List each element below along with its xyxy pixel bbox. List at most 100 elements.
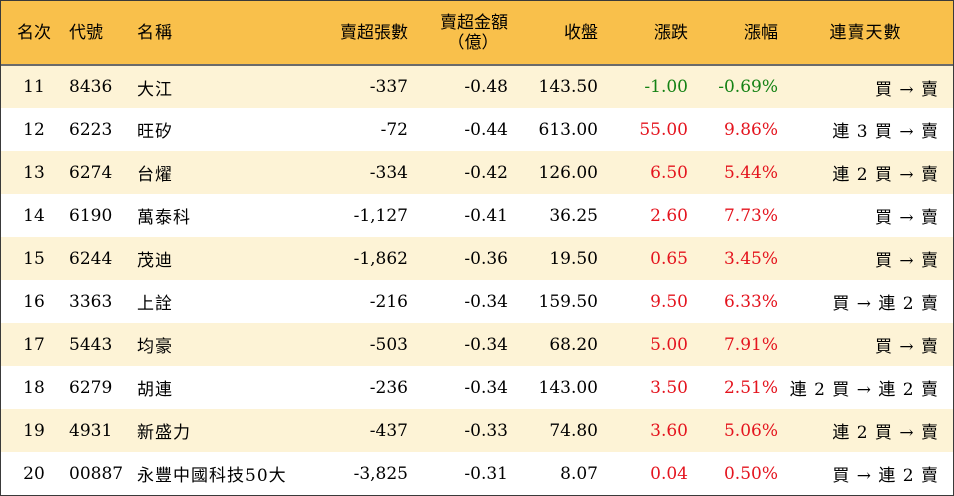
- header-change-pct: 漲幅: [744, 22, 778, 43]
- change-cell: 3.50: [650, 377, 688, 398]
- header-rank: 名次: [17, 22, 51, 43]
- rank-cell: 11: [23, 77, 45, 97]
- change-pct-cell: 5.44%: [723, 162, 778, 183]
- header-net-sell-amount: 賣超金額 （億）: [408, 1, 508, 65]
- sell-streak-cell: 連 2 買 → 賣: [832, 165, 939, 185]
- close-cell: 19.50: [549, 248, 598, 269]
- rank-cell: 20: [23, 463, 45, 484]
- net-sell-amount-cell: -0.41: [464, 205, 508, 226]
- rank-cell: 17: [23, 334, 45, 355]
- net-sell-lots-cell: -437: [369, 420, 408, 441]
- close-cell: 8.07: [560, 463, 598, 484]
- net-sell-amount-cell: -0.34: [464, 377, 508, 398]
- change-cell: 6.50: [650, 162, 688, 183]
- change-pct-cell: 7.73%: [723, 205, 778, 226]
- name-cell: 萬泰科: [137, 208, 191, 228]
- close-cell: 36.25: [549, 205, 598, 226]
- header-net-sell-amount-unit: （億）: [447, 32, 499, 53]
- net-sell-amount-cell: -0.34: [464, 334, 508, 355]
- header-sell-streak: 連賣天數: [829, 22, 902, 43]
- net-sell-amount-cell: -0.34: [464, 291, 508, 312]
- table-header-row: 名次 代號 名稱 賣超張數 賣超金額 （億） 收盤 漲跌 漲幅 連賣天數: [1, 1, 953, 65]
- change-cell: 55.00: [639, 119, 688, 140]
- table-row: 17 5443 均豪 -503 -0.34 68.20 5.00 7.91% 買 → 賣: [1, 323, 953, 366]
- rank-cell: 13: [23, 162, 45, 183]
- change-pct-cell: 6.33%: [723, 291, 778, 312]
- table-row: 19 4931 新盛力 -437 -0.33 74.80 3.60 5.06% 連 2 買 → …: [1, 409, 953, 452]
- name-cell: 胡連: [137, 380, 173, 400]
- table-row: 12 6223 旺矽 -72 -0.44 613.00 55.00 9.86% 連 3 買 → …: [1, 108, 953, 151]
- rank-cell: 19: [23, 420, 45, 441]
- change-cell: 0.65: [650, 248, 688, 269]
- name-cell: 新盛力: [137, 423, 191, 443]
- table-row: 15 6244 茂迪 -1,862 -0.36 19.50 0.65 3.45% 買 → 賣: [1, 237, 953, 280]
- net-sell-amount-cell: -0.36: [464, 248, 508, 269]
- close-cell: 159.50: [538, 291, 598, 312]
- net-sell-lots-cell: -216: [369, 291, 408, 312]
- rank-cell: 16: [23, 291, 45, 312]
- name-cell: 均豪: [137, 337, 173, 357]
- net-sell-lots-cell: -337: [369, 77, 408, 97]
- table-row: 14 6190 萬泰科 -1,127 -0.41 36.25 2.60 7.73% 買 → 賣: [1, 194, 953, 237]
- change-cell: 5.00: [650, 334, 688, 355]
- rank-cell: 14: [23, 205, 45, 226]
- name-cell: 台燿: [137, 165, 173, 185]
- rank-cell: 15: [23, 248, 45, 269]
- close-cell: 126.00: [538, 162, 598, 183]
- sell-streak-cell: 買 → 賣: [874, 79, 939, 100]
- rank-cell: 18: [23, 377, 45, 398]
- header-net-sell-lots: 賣超張數: [340, 22, 408, 43]
- name-cell: 上詮: [137, 294, 173, 314]
- change-pct-cell: 7.91%: [723, 334, 778, 355]
- header-net-sell-amount-label: 賣超金額: [440, 12, 508, 33]
- name-cell: 茂迪: [137, 251, 173, 271]
- sell-streak-cell: 買 → 連 2 賣: [832, 466, 939, 486]
- change-pct-cell: -0.69%: [718, 77, 778, 97]
- sell-streak-cell: 連 2 買 → 連 2 賣: [789, 380, 939, 400]
- sell-streak-cell: 買 → 賣: [874, 337, 939, 357]
- close-cell: 74.80: [549, 420, 598, 441]
- code-cell: 6223: [69, 119, 113, 140]
- net-sell-amount-cell: -0.44: [464, 119, 508, 140]
- sell-streak-cell: 買 → 賣: [874, 251, 939, 271]
- change-cell: 3.60: [650, 420, 688, 441]
- code-cell: 6279: [69, 377, 113, 398]
- net-sell-lots-cell: -72: [380, 119, 408, 140]
- name-cell: 大江: [137, 79, 173, 100]
- close-cell: 613.00: [538, 119, 598, 140]
- table-row: 18 6279 胡連 -236 -0.34 143.00 3.50 2.51% 連 2 買 → …: [1, 366, 953, 409]
- change-pct-cell: 0.50%: [723, 463, 778, 484]
- change-cell: 2.60: [650, 205, 688, 226]
- header-name: 名稱: [137, 22, 173, 43]
- header-code: 代號: [69, 22, 103, 43]
- close-cell: 143.50: [538, 77, 598, 97]
- change-cell: -1.00: [644, 77, 688, 97]
- code-cell: 8436: [69, 77, 113, 97]
- sell-streak-cell: 買 → 連 2 賣: [832, 294, 939, 314]
- code-cell: 5443: [69, 334, 113, 355]
- table-row: 20 00887 永豐中國科技50大 -3,825 -0.31 8.07 0.04 0.50%…: [1, 452, 953, 495]
- net-sell-lots-cell: -1,862: [353, 248, 408, 269]
- net-sell-amount-cell: -0.31: [464, 463, 508, 484]
- close-cell: 143.00: [538, 377, 598, 398]
- net-sell-lots-cell: -334: [369, 162, 408, 183]
- code-cell: 3363: [69, 291, 113, 312]
- net-sell-lots-cell: -3,825: [353, 463, 408, 484]
- name-cell: 永豐中國科技50大: [137, 466, 287, 486]
- change-pct-cell: 3.45%: [723, 248, 778, 269]
- table-row: 11 8436 大江 -337 -0.48 143.50 -1.00 -0.69% 買 → 賣: [1, 65, 953, 108]
- net-sell-amount-cell: -0.33: [464, 420, 508, 441]
- change-cell: 9.50: [650, 291, 688, 312]
- net-sell-amount-cell: -0.42: [464, 162, 508, 183]
- change-cell: 0.04: [650, 463, 688, 484]
- code-cell: 4931: [69, 420, 113, 441]
- header-change: 漲跌: [654, 22, 688, 43]
- net-sell-lots-cell: -503: [369, 334, 408, 355]
- code-cell: 6244: [69, 248, 113, 269]
- change-pct-cell: 9.86%: [723, 119, 778, 140]
- change-pct-cell: 5.06%: [723, 420, 778, 441]
- rank-cell: 12: [23, 119, 45, 140]
- code-cell: 6190: [69, 205, 113, 226]
